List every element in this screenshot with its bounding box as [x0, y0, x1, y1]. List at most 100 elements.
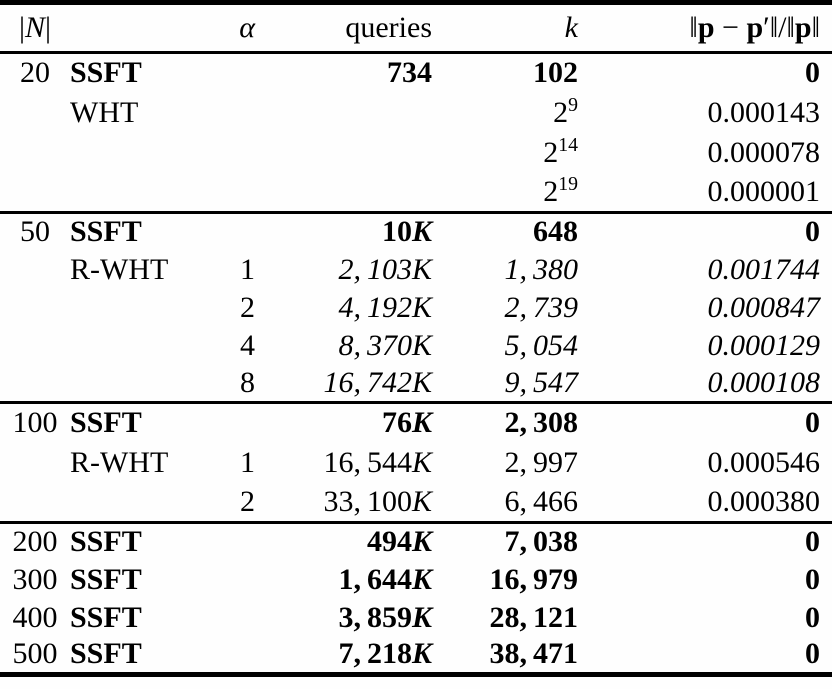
- cell-error: 0: [805, 525, 820, 559]
- cell-queries: 16, 742K: [323, 365, 432, 399]
- cell-k: 9, 547: [504, 365, 578, 399]
- cell-n: 50: [20, 215, 50, 249]
- cell-error: 0: [805, 600, 820, 634]
- cell-method: [70, 483, 190, 523]
- cell-method: R-WHT: [70, 445, 169, 479]
- cell-alpha: 4: [240, 328, 255, 362]
- table-row: 400 SSFT 3, 859K 28, 121 0: [0, 599, 832, 637]
- cell-queries: 8, 370K: [338, 328, 432, 362]
- header-n: |N|: [0, 3, 70, 53]
- cell-queries: 3, 859K: [338, 600, 432, 634]
- table-row: R-WHT 1 16, 544K 2, 997 0.000546: [0, 443, 832, 483]
- header-row: |N| α queries k ‖p − p′‖/‖p‖: [0, 3, 832, 53]
- cell-n: [0, 93, 70, 133]
- cell-error: 0.000143: [707, 95, 821, 129]
- cell-alpha: [190, 53, 255, 93]
- cell-alpha: [190, 403, 255, 443]
- row-group-n100: 100 SSFT 76K 2, 308 0 R-WHT 1 16, 544K 2…: [0, 403, 832, 523]
- cell-method: R-WHT: [70, 252, 169, 286]
- cell-method: SSFT: [70, 600, 142, 634]
- cell-error: 0.000380: [707, 484, 821, 518]
- cell-queries: [255, 173, 432, 213]
- cell-k: 648: [533, 215, 578, 249]
- cell-n: 400: [12, 600, 58, 634]
- cell-n: 20: [20, 56, 50, 90]
- cell-queries: 2, 103K: [338, 252, 432, 286]
- table-row: WHT 29 0.000143: [0, 93, 832, 133]
- header-method: [70, 3, 190, 53]
- cell-k: 38, 471: [489, 637, 578, 671]
- table-row: 300 SSFT 1, 644K 16, 979 0: [0, 561, 832, 599]
- cell-method: [70, 365, 190, 403]
- cell-k: 1, 380: [504, 252, 578, 286]
- cell-queries: [255, 93, 432, 133]
- cell-k: 2, 997: [504, 445, 578, 479]
- header-queries: queries: [345, 11, 432, 44]
- table-row: 200 SSFT 494K 7, 038 0: [0, 523, 832, 561]
- cell-n: [0, 365, 70, 403]
- table-row: 214 0.000078: [0, 133, 832, 173]
- cell-method: SSFT: [70, 406, 142, 440]
- cell-queries: 734: [387, 56, 432, 90]
- cell-k: 28, 121: [489, 600, 578, 634]
- cell-error: 0.000129: [707, 328, 821, 362]
- cell-error: 0.000001: [707, 174, 821, 208]
- cell-alpha: 2: [240, 290, 255, 324]
- cell-n: 500: [12, 637, 58, 671]
- cell-n: [0, 133, 70, 173]
- cell-n: [0, 443, 70, 483]
- cell-k: 16, 979: [489, 562, 578, 596]
- cell-alpha: [190, 637, 255, 675]
- cell-queries: 33, 100K: [323, 484, 432, 518]
- table-row: 8 16, 742K 9, 547 0.000108: [0, 365, 832, 403]
- cell-alpha: [190, 173, 255, 213]
- cell-error: 0: [805, 637, 820, 671]
- cell-queries: 16, 544K: [323, 445, 432, 479]
- cell-n: [0, 483, 70, 523]
- table-row: 100 SSFT 76K 2, 308 0: [0, 403, 832, 443]
- table-row: 2 33, 100K 6, 466 0.000380: [0, 483, 832, 523]
- cell-k: 6, 466: [504, 484, 578, 518]
- cell-method: SSFT: [70, 525, 142, 559]
- cell-alpha: 1: [240, 252, 255, 286]
- cell-error: 0: [805, 56, 820, 90]
- cell-error: 0.001744: [707, 252, 821, 286]
- cell-alpha: [190, 93, 255, 133]
- cell-alpha: [190, 599, 255, 637]
- cell-error: 0.000847: [707, 290, 821, 324]
- n-letter: N: [24, 11, 45, 44]
- alpha-symbol: α: [239, 11, 255, 44]
- cell-method: SSFT: [70, 56, 142, 90]
- cell-queries: 10K: [381, 215, 432, 249]
- cell-method: [70, 133, 190, 173]
- cell-k: 29: [553, 93, 578, 129]
- cell-queries: 76K: [381, 406, 432, 440]
- row-group-n200-500: 200 SSFT 494K 7, 038 0 300 SSFT 1, 644K …: [0, 523, 832, 675]
- row-group-n20: 20 SSFT 734 102 0 WHT 29 0.000143 21: [0, 53, 832, 213]
- cell-k: 102: [533, 56, 578, 90]
- abs-bar: |: [18, 11, 25, 44]
- cell-alpha: [190, 213, 255, 251]
- table-row: R-WHT 1 2, 103K 1, 380 0.001744: [0, 251, 832, 289]
- cell-n: [0, 327, 70, 365]
- cell-k: 2, 308: [504, 406, 578, 440]
- cell-error: 0.000108: [707, 365, 821, 399]
- cell-method: [70, 173, 190, 213]
- cell-queries: 4, 192K: [338, 290, 432, 324]
- cell-k: 2, 739: [504, 290, 578, 324]
- row-group-n50: 50 SSFT 10K 648 0 R-WHT 1 2, 103K 1, 380…: [0, 213, 832, 403]
- abs-bar: |: [45, 11, 52, 44]
- cell-error: 0: [805, 215, 820, 249]
- table-row: 219 0.000001: [0, 173, 832, 213]
- cell-n: 100: [12, 406, 58, 440]
- header-k: k: [432, 3, 578, 53]
- cell-k: 7, 038: [504, 525, 578, 559]
- cell-method: SSFT: [70, 637, 142, 671]
- table-row: 500 SSFT 7, 218K 38, 471 0: [0, 637, 832, 675]
- cell-queries: 1, 644K: [338, 562, 432, 596]
- cell-queries: 7, 218K: [338, 637, 432, 671]
- cell-method: SSFT: [70, 562, 142, 596]
- cell-alpha: 1: [240, 445, 255, 479]
